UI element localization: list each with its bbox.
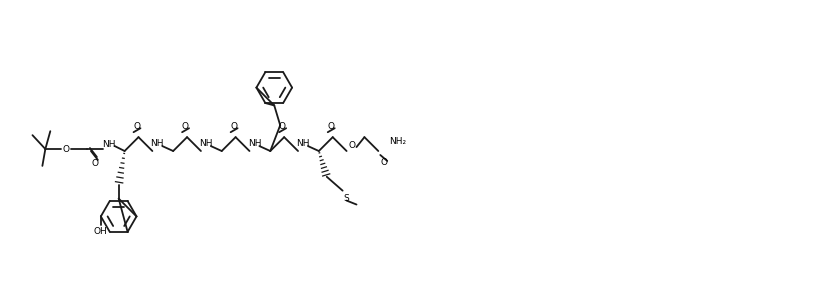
Text: OH: OH: [94, 227, 108, 236]
Text: NH: NH: [247, 139, 261, 147]
Text: O: O: [327, 122, 335, 131]
Text: O: O: [230, 122, 237, 131]
Text: O: O: [133, 122, 140, 131]
Text: O: O: [91, 159, 99, 168]
Text: NH₂: NH₂: [390, 136, 407, 146]
Text: NH: NH: [199, 139, 213, 147]
Text: O: O: [381, 159, 388, 167]
Text: NH: NH: [296, 139, 310, 147]
Text: NH: NH: [150, 139, 164, 147]
Text: O: O: [182, 122, 188, 131]
Text: O: O: [348, 140, 355, 150]
Text: NH: NH: [102, 140, 116, 149]
Text: O: O: [62, 144, 70, 154]
Text: O: O: [279, 122, 286, 131]
Text: S: S: [344, 194, 349, 203]
